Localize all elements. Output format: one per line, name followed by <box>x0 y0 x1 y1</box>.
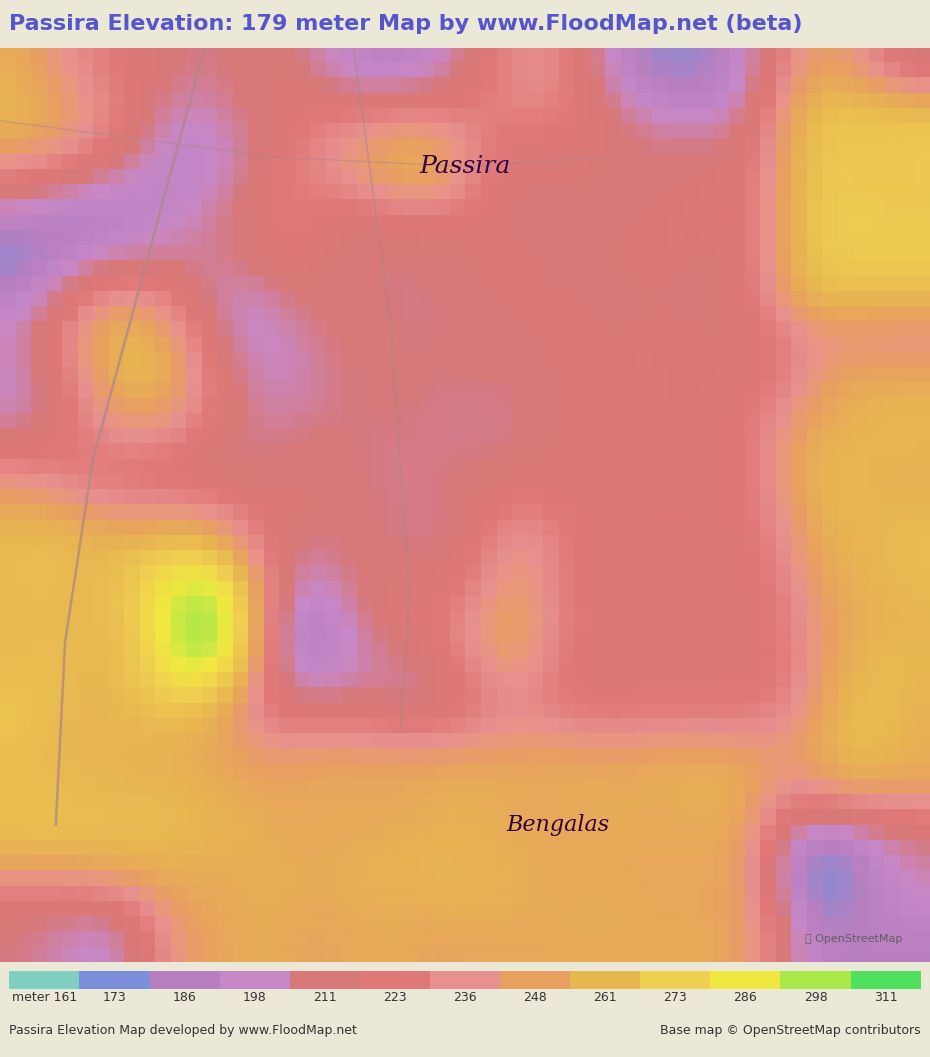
Text: 173: 173 <box>102 990 126 1003</box>
Text: Bengalas: Bengalas <box>507 814 609 836</box>
Text: 261: 261 <box>593 990 617 1003</box>
Text: Passira Elevation: 179 meter Map by www.FloodMap.net (beta): Passira Elevation: 179 meter Map by www.… <box>9 14 803 34</box>
Bar <box>570 970 640 988</box>
Text: Passira: Passira <box>419 155 511 178</box>
Text: 286: 286 <box>734 990 757 1003</box>
Text: 248: 248 <box>524 990 547 1003</box>
Bar <box>9 970 79 988</box>
Text: 211: 211 <box>313 990 337 1003</box>
Text: Passira Elevation Map developed by www.FloodMap.net: Passira Elevation Map developed by www.F… <box>9 1024 357 1037</box>
Text: 🔍 OpenStreetMap: 🔍 OpenStreetMap <box>804 933 902 944</box>
Text: 298: 298 <box>804 990 828 1003</box>
Bar <box>150 970 219 988</box>
Text: 223: 223 <box>383 990 406 1003</box>
Text: Base map © OpenStreetMap contributors: Base map © OpenStreetMap contributors <box>660 1024 921 1037</box>
Bar <box>711 970 780 988</box>
Bar <box>79 970 150 988</box>
Text: 198: 198 <box>243 990 267 1003</box>
Bar <box>219 970 290 988</box>
Bar <box>851 970 921 988</box>
Bar <box>290 970 360 988</box>
Bar <box>360 970 430 988</box>
Bar <box>640 970 711 988</box>
Bar <box>500 970 570 988</box>
Text: 236: 236 <box>453 990 477 1003</box>
Text: 273: 273 <box>663 990 687 1003</box>
Text: meter 161: meter 161 <box>12 990 77 1003</box>
Bar <box>780 970 851 988</box>
Bar <box>430 970 500 988</box>
Text: 311: 311 <box>874 990 897 1003</box>
Text: 186: 186 <box>173 990 196 1003</box>
